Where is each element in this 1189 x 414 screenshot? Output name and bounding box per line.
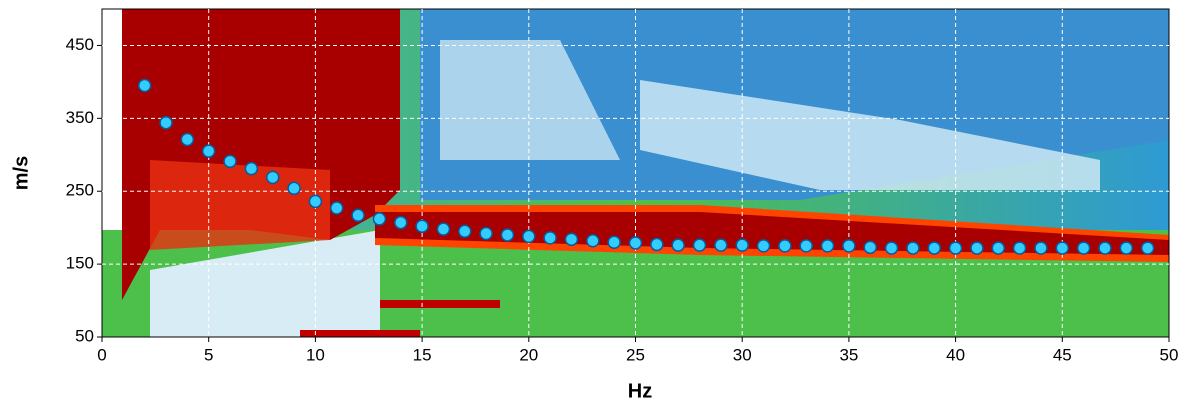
picked-point: [586, 234, 600, 248]
y-tick-label: 250: [66, 181, 94, 200]
picked-point: [735, 238, 749, 252]
x-tick-label: 25: [626, 345, 645, 364]
y-tick-label: 450: [66, 35, 94, 54]
x-tick-label: 30: [733, 345, 752, 364]
picked-point: [628, 236, 643, 250]
picked-point: [287, 181, 301, 196]
picked-point: [1119, 241, 1134, 255]
picked-point: [927, 241, 942, 255]
picked-point: [1098, 241, 1112, 255]
picked-point: [1140, 241, 1155, 255]
picked-point: [1034, 241, 1048, 255]
y-tick-label: 150: [66, 254, 94, 273]
picked-point: [436, 222, 451, 236]
picked-point: [906, 241, 920, 255]
picked-point: [607, 235, 621, 249]
picked-point: [159, 115, 173, 130]
x-tick-label: 15: [413, 345, 432, 364]
picked-point: [842, 239, 856, 253]
picked-point: [522, 229, 536, 244]
y-tick-label: 350: [66, 108, 94, 127]
picked-point: [970, 241, 984, 255]
y-axis-label: m/s: [10, 156, 32, 190]
x-tick-label: 10: [306, 345, 325, 364]
picked-point: [671, 238, 685, 252]
picked-point: [778, 239, 792, 253]
x-tick-label: 35: [839, 345, 858, 364]
picked-point: [394, 215, 408, 230]
picked-point: [948, 241, 963, 255]
x-tick-label: 50: [1160, 345, 1179, 364]
x-tick-label: 45: [1053, 345, 1072, 364]
picked-point: [137, 78, 152, 93]
y-tick-label: 50: [75, 326, 94, 345]
picked-point: [415, 219, 429, 233]
x-axis-label: Hz: [628, 380, 652, 402]
picked-point: [201, 144, 216, 158]
picked-point: [500, 228, 515, 242]
picked-point: [351, 208, 365, 223]
x-tick-label: 40: [946, 345, 965, 364]
x-tick-label: 0: [97, 345, 106, 364]
picked-point: [223, 154, 237, 169]
picked-point: [650, 237, 664, 252]
picked-point: [1076, 241, 1091, 255]
picked-point: [714, 238, 728, 252]
picked-point: [458, 224, 472, 239]
dispersion-image: [102, 9, 1169, 337]
picked-point: [479, 226, 493, 241]
picked-point: [756, 239, 771, 253]
picked-point: [329, 201, 344, 215]
picked-point: [180, 132, 195, 147]
picked-point: [991, 241, 1006, 255]
picked-point: [543, 231, 557, 245]
picked-point: [799, 239, 813, 253]
picked-point: [372, 212, 387, 226]
x-tick-label: 5: [204, 345, 213, 364]
picked-point: [265, 170, 280, 185]
picked-point: [1012, 241, 1027, 255]
picked-point: [308, 194, 323, 209]
picked-point: [692, 238, 707, 252]
picked-point: [820, 239, 835, 253]
x-tick-label: 20: [519, 345, 538, 364]
picked-point: [884, 241, 899, 255]
picked-point: [244, 161, 259, 176]
picked-point: [564, 232, 579, 247]
picked-point: [1055, 241, 1070, 255]
picked-point: [863, 240, 877, 255]
